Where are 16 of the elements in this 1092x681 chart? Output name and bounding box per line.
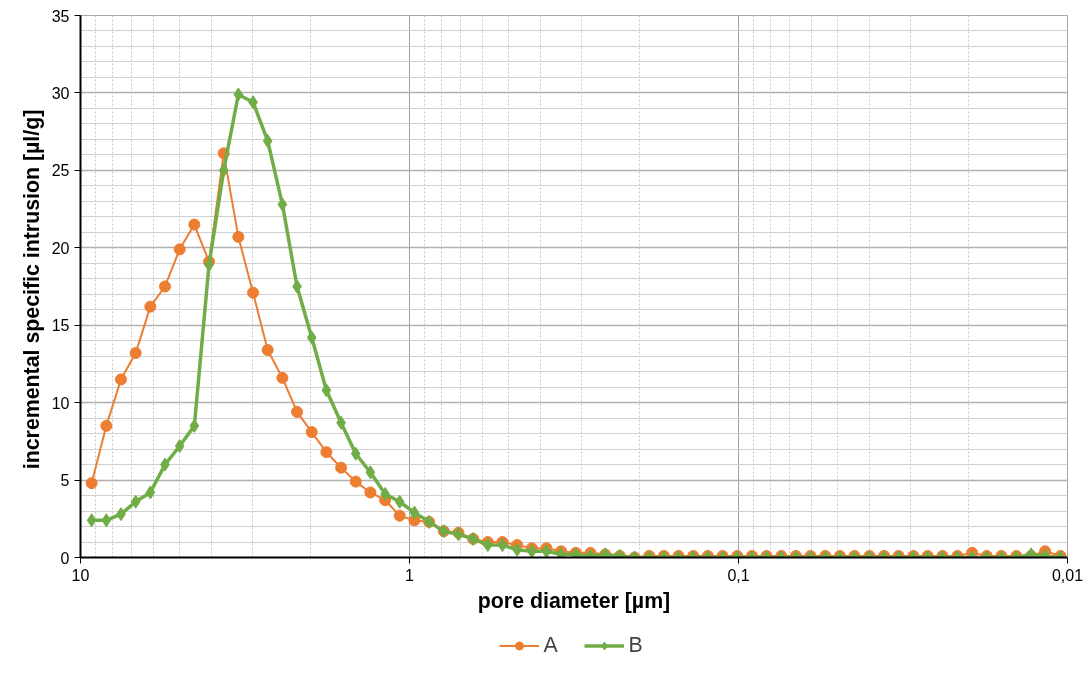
x-tick-label: 10 (71, 566, 90, 584)
y-axis-title: incremental specific intrusion [µl/g] (19, 109, 44, 470)
y-tick-label: 15 (51, 317, 70, 335)
y-tick-label: 35 (51, 7, 70, 25)
x-tick-label: 0,01 (1051, 566, 1084, 584)
y-tick-label: 10 (51, 394, 70, 412)
legend-label: A (543, 632, 559, 658)
x-tick-label: 1 (405, 566, 415, 584)
y-tick-label: 5 (60, 472, 70, 490)
y-tick-label: 20 (51, 239, 70, 257)
x-axis-title: pore diameter [µm] (477, 588, 671, 613)
y-tick-label: 0 (60, 549, 70, 567)
y-tick-label: 30 (51, 84, 70, 102)
legend-label: B (628, 632, 644, 658)
y-tick-label: 25 (51, 162, 70, 180)
x-tick-label: 0,1 (727, 566, 750, 584)
